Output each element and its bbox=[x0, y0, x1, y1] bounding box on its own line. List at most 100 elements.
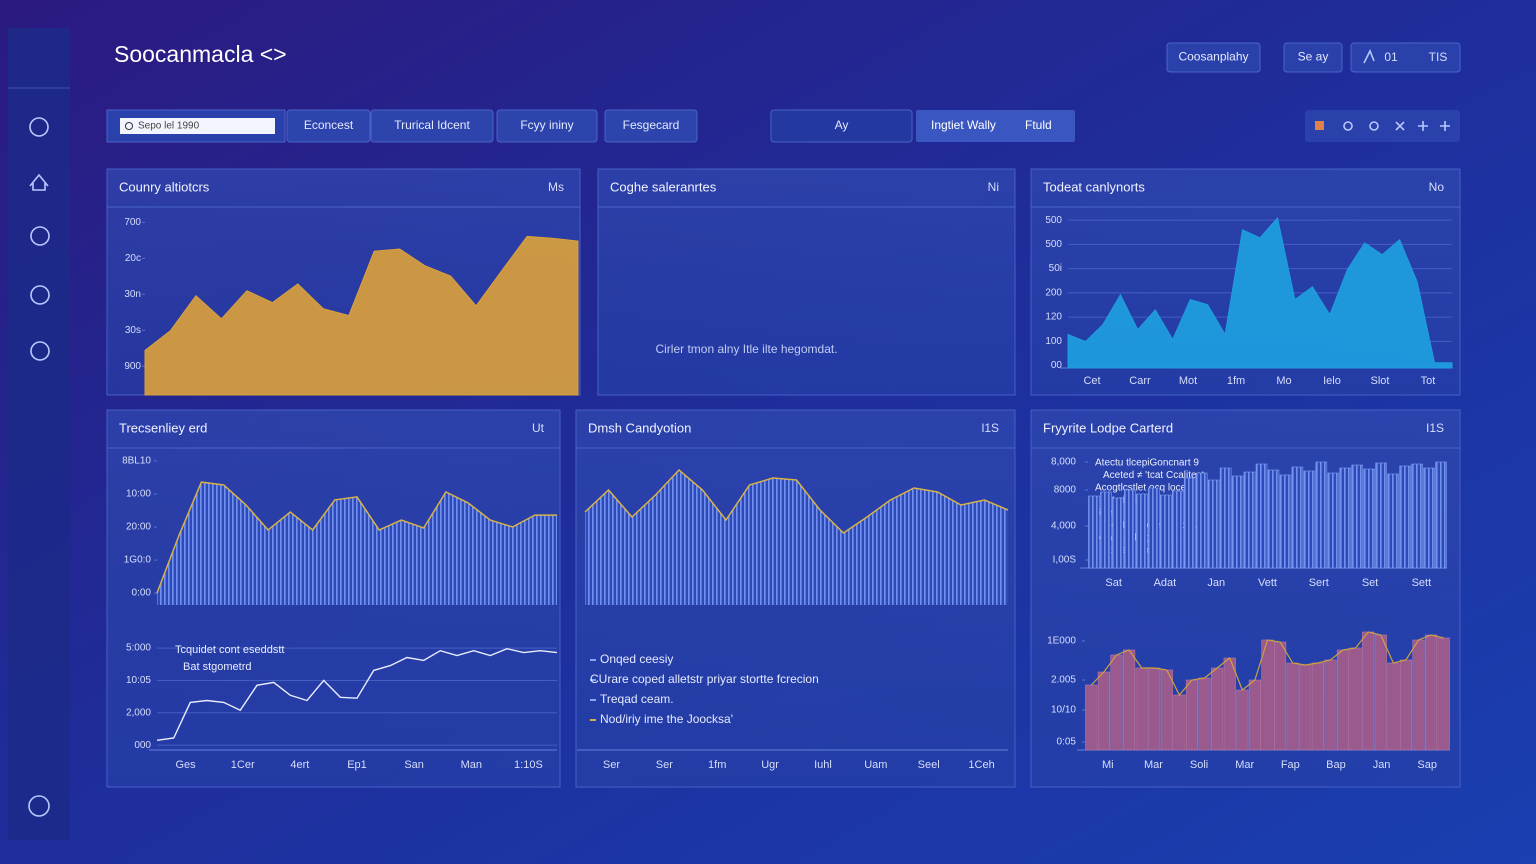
settings-icon[interactable] bbox=[28, 795, 50, 817]
filter-label[interactable]: Ftuld bbox=[1025, 118, 1052, 132]
icon-group[interactable] bbox=[1305, 110, 1460, 142]
x-tick-label: Set bbox=[1362, 577, 1379, 589]
bar bbox=[1261, 639, 1274, 751]
tab-label[interactable]: Econcest bbox=[304, 118, 354, 132]
search-text[interactable]: Sepo lel 1990 bbox=[138, 121, 200, 132]
x-tick-label: 1fm bbox=[1227, 375, 1245, 387]
tab[interactable] bbox=[370, 109, 494, 143]
panel-title: Fryyrite Lodpe Carterd bbox=[1043, 420, 1173, 435]
panel-tag[interactable]: I1S bbox=[1426, 421, 1444, 435]
note: CUrare coped alletstr priyar stortte fcr… bbox=[590, 672, 819, 686]
annotation: Acogtlcstlet ocq locet, bbox=[1095, 483, 1192, 494]
y-tick-label: 30s bbox=[125, 325, 141, 336]
header-button-label[interactable]: 01 bbox=[1384, 50, 1398, 64]
y-tick-label: 200 bbox=[1045, 287, 1062, 298]
nav-icon[interactable] bbox=[30, 226, 50, 246]
nav-icon[interactable] bbox=[30, 341, 50, 361]
tab-label[interactable]: Trurical Idcent bbox=[394, 118, 470, 132]
bar bbox=[1339, 467, 1352, 569]
y-tick-label: 0:00 bbox=[132, 588, 152, 599]
tab-label[interactable]: Fcyy ininy bbox=[520, 118, 573, 132]
note: Onqed ceesiy bbox=[600, 652, 673, 666]
search-input[interactable] bbox=[120, 118, 275, 134]
tab[interactable] bbox=[604, 109, 698, 143]
x-tick-label: Jan bbox=[1207, 577, 1225, 589]
bar bbox=[1351, 464, 1364, 569]
panel-tag[interactable]: No bbox=[1429, 180, 1445, 194]
bar bbox=[1399, 465, 1411, 569]
panel-title: Counry altiotcrs bbox=[119, 179, 210, 194]
header-button-label[interactable]: Coosanplahy bbox=[1178, 50, 1248, 64]
panel-tag[interactable]: l1S bbox=[982, 421, 999, 435]
header-icon[interactable] bbox=[1363, 49, 1375, 64]
striped-area bbox=[157, 482, 557, 605]
nav-icon[interactable] bbox=[30, 285, 50, 305]
bar bbox=[1124, 489, 1136, 569]
y-tick-label: 2.005 bbox=[1051, 675, 1076, 686]
tool-icon[interactable] bbox=[1369, 121, 1379, 131]
x-tick-label: San bbox=[404, 759, 424, 771]
note: Treqad ceam. bbox=[600, 692, 674, 706]
panel-tag[interactable]: Ut bbox=[532, 421, 545, 435]
annotation: Bat stgometrd bbox=[183, 661, 251, 673]
y-tick-label: 000 bbox=[134, 740, 151, 751]
bar bbox=[1362, 631, 1375, 751]
tool-icon[interactable] bbox=[1440, 121, 1450, 131]
bar bbox=[1160, 669, 1173, 751]
x-tick-label: Cet bbox=[1083, 375, 1100, 387]
nav-icon[interactable] bbox=[29, 173, 49, 191]
y-tick-label: 700 bbox=[124, 217, 141, 228]
y-tick-label: 50i bbox=[1049, 263, 1062, 274]
note: Nod/iriy ime the Joocksa' bbox=[600, 712, 733, 726]
header-button-label[interactable]: TIS bbox=[1429, 50, 1448, 64]
bar bbox=[1207, 479, 1220, 569]
bar bbox=[1088, 495, 1100, 569]
x-tick-label: Uam bbox=[864, 759, 887, 771]
panel-tag[interactable]: Ms bbox=[548, 180, 564, 194]
bar bbox=[1374, 634, 1387, 751]
bar bbox=[1136, 493, 1148, 569]
bar bbox=[1255, 463, 1268, 569]
tool-icon[interactable] bbox=[1418, 121, 1428, 131]
tool-icon[interactable] bbox=[1395, 121, 1405, 131]
tab-label[interactable]: Fesgecard bbox=[623, 118, 680, 132]
header-button-label[interactable]: Se ay bbox=[1298, 50, 1329, 64]
x-tick-label: Mar bbox=[1235, 759, 1254, 771]
filter-button[interactable] bbox=[916, 110, 1075, 142]
icon-bar[interactable] bbox=[1305, 110, 1460, 142]
x-tick-label: Ser bbox=[656, 759, 673, 771]
x-tick-label: Mar bbox=[1144, 759, 1163, 771]
nav-icon[interactable] bbox=[29, 117, 49, 137]
y-tick-label: 2,000 bbox=[126, 707, 151, 718]
bar bbox=[1303, 470, 1316, 569]
x-tick-label: Tot bbox=[1421, 375, 1436, 387]
y-tick-label: 100 bbox=[1045, 336, 1062, 347]
tool-icon[interactable] bbox=[1343, 121, 1353, 131]
tab[interactable] bbox=[286, 109, 371, 143]
select-label[interactable]: Ay bbox=[835, 118, 849, 132]
y-tick-label: 10:00 bbox=[126, 489, 151, 500]
bar-top-line bbox=[1090, 631, 1444, 697]
header-button-group[interactable] bbox=[1350, 42, 1461, 73]
x-tick-label: Ep1 bbox=[347, 759, 367, 771]
panel-tag[interactable]: Ni bbox=[988, 180, 999, 194]
bar bbox=[1267, 469, 1280, 569]
bar bbox=[1100, 491, 1112, 569]
y-tick-label: 8,000 bbox=[1051, 457, 1076, 468]
bar bbox=[1435, 461, 1447, 569]
bar bbox=[1097, 671, 1110, 751]
sidebar-icons[interactable] bbox=[28, 117, 50, 817]
area bbox=[1067, 216, 1453, 369]
y-tick-label: 0:05 bbox=[1057, 737, 1077, 748]
header-button[interactable] bbox=[1283, 42, 1343, 73]
filter-label[interactable]: Ingtiet Wally bbox=[931, 118, 996, 132]
bar bbox=[1299, 664, 1312, 751]
bar bbox=[1363, 468, 1375, 569]
y-tick-label: 500 bbox=[1045, 215, 1062, 226]
tool-icon[interactable] bbox=[1315, 121, 1324, 130]
select[interactable] bbox=[770, 109, 913, 143]
header-button[interactable] bbox=[1166, 42, 1261, 73]
panel-title: Coghe saleranrtes bbox=[610, 179, 717, 194]
tab[interactable] bbox=[496, 109, 598, 143]
